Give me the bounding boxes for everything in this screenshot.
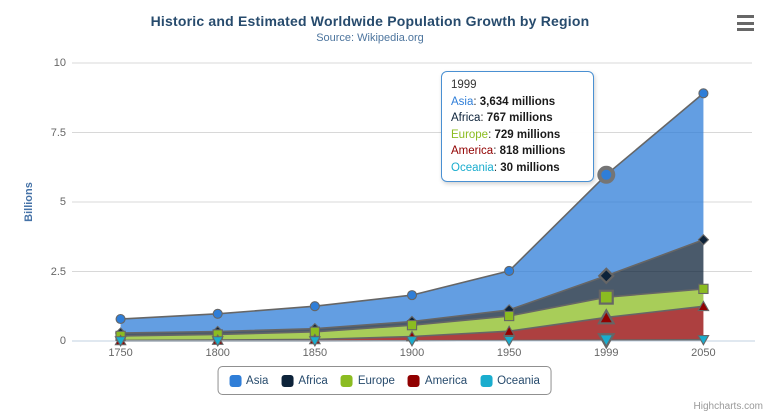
africa-area[interactable]	[120, 239, 704, 336]
tooltip-series-name: Europe	[451, 128, 489, 141]
legend-item-africa[interactable]: Africa	[281, 374, 328, 387]
america-area[interactable]	[120, 306, 704, 341]
hamburger-menu-icon	[737, 15, 754, 18]
legend-label: Asia	[246, 374, 269, 387]
tooltip-rows: Asia: 3,634 millions Africa: 767 millions…	[451, 94, 584, 177]
america-marker-1950[interactable]	[503, 325, 516, 336]
asia-area[interactable]	[120, 93, 704, 333]
tooltip-row-america: America: 818 millions	[451, 143, 584, 160]
europe-marker-1950[interactable]	[503, 310, 515, 322]
africa-marker-2050[interactable]	[697, 234, 710, 246]
oceania-marker-1850[interactable]	[308, 336, 321, 348]
tooltip-separator: :	[480, 112, 487, 124]
y-axis-label-0: 0	[59, 335, 66, 347]
x-axis-label-1750: 1750	[108, 347, 133, 359]
tooltip-separator: :	[473, 95, 480, 108]
tooltip-series-name: Asia	[451, 95, 474, 108]
oceania-marker-1750[interactable]	[114, 336, 127, 348]
oceania-marker-1950[interactable]	[503, 335, 516, 347]
x-axis-label-1999: 1999	[594, 347, 619, 359]
tooltip-series-value: 729 millions	[494, 128, 561, 141]
europe-marker-1999[interactable]	[598, 289, 614, 305]
credits-link[interactable]: Highcharts.com	[693, 401, 763, 412]
tooltip-row-africa: Africa: 767 millions	[451, 110, 584, 127]
tooltip-row-oceania: Oceania: 30 millions	[451, 160, 584, 177]
y-axis-label-7.5: 7.5	[50, 126, 66, 139]
legend-swatch-icon	[480, 374, 493, 387]
europe-marker-1900[interactable]	[406, 320, 418, 331]
tooltip-title: 1999	[451, 79, 477, 91]
tooltip: 1999 Asia: 3,634 millions Africa: 767 mil…	[441, 71, 594, 182]
asia-marker-1750[interactable]	[115, 313, 126, 325]
y-axis-label-5: 5	[59, 196, 66, 208]
tooltip-separator: :	[488, 128, 495, 141]
asia-marker-1900[interactable]	[406, 290, 418, 301]
legend-label: America	[424, 374, 468, 387]
oceania-marker-1999[interactable]	[597, 333, 616, 350]
tooltip-series-value: 30 millions	[500, 161, 560, 174]
tooltip-series-value: 3,634 millions	[479, 95, 556, 108]
america-marker-1999[interactable]	[597, 308, 616, 325]
tooltip-series-name: Oceania	[451, 161, 494, 174]
oceania-marker-2050[interactable]	[697, 334, 710, 346]
hamburger-menu-icon	[737, 21, 754, 25]
legend-swatch-icon	[407, 374, 420, 387]
legend-label: Oceania	[497, 374, 540, 387]
x-axis-label-1900: 1900	[399, 347, 425, 359]
legend-item-oceania[interactable]: Oceania	[480, 374, 540, 387]
asia-marker-1999[interactable]	[597, 165, 616, 184]
legend: Asia Africa Europe America Oceania	[217, 366, 552, 395]
oceania-marker-1900[interactable]	[405, 336, 419, 347]
export-menu-button[interactable]	[735, 14, 757, 32]
tooltip-series-name: Africa	[451, 112, 481, 124]
asia-marker-2050[interactable]	[698, 88, 709, 99]
x-axis-label-1800: 1800	[205, 347, 230, 359]
legend-label: Africa	[298, 374, 328, 387]
y-axis-label-10: 10	[53, 57, 66, 69]
oceania-marker-1800[interactable]	[211, 336, 224, 348]
legend-item-europe[interactable]: Europe	[340, 374, 395, 387]
legend-swatch-icon	[229, 374, 242, 387]
x-axis-label-2050: 2050	[691, 347, 716, 359]
europe-marker-2050[interactable]	[698, 283, 709, 295]
tooltip-separator: :	[493, 161, 501, 174]
tooltip-row-europe: Europe: 729 millions	[451, 127, 584, 144]
legend-label: Europe	[357, 374, 395, 387]
x-axis-label-1950: 1950	[496, 347, 522, 359]
tooltip-row-asia: Asia: 3,634 millions	[451, 94, 584, 111]
legend-swatch-icon	[340, 374, 353, 387]
tooltip-series-value: 767 millions	[486, 112, 553, 124]
y-axis-label-2.5: 2.5	[50, 265, 66, 278]
tooltip-separator: :	[493, 145, 500, 157]
asia-marker-1850[interactable]	[309, 301, 320, 312]
chart-subtitle: Source: Wikipedia.org	[316, 32, 424, 44]
legend-item-asia[interactable]: Asia	[229, 374, 269, 387]
tooltip-series-name: America	[451, 145, 494, 157]
africa-marker-1999[interactable]	[597, 267, 615, 285]
legend-swatch-icon	[281, 374, 294, 387]
hamburger-menu-icon	[737, 28, 754, 31]
asia-marker-1800[interactable]	[212, 308, 223, 319]
chart-title: Historic and Estimated Worldwide Populat…	[150, 13, 590, 29]
america-marker-2050[interactable]	[697, 300, 710, 312]
asia-marker-1950[interactable]	[504, 265, 515, 276]
legend-item-america[interactable]: America	[407, 374, 468, 387]
tooltip-series-value: 818 millions	[499, 145, 566, 157]
x-axis-label-1850: 1850	[302, 347, 328, 359]
